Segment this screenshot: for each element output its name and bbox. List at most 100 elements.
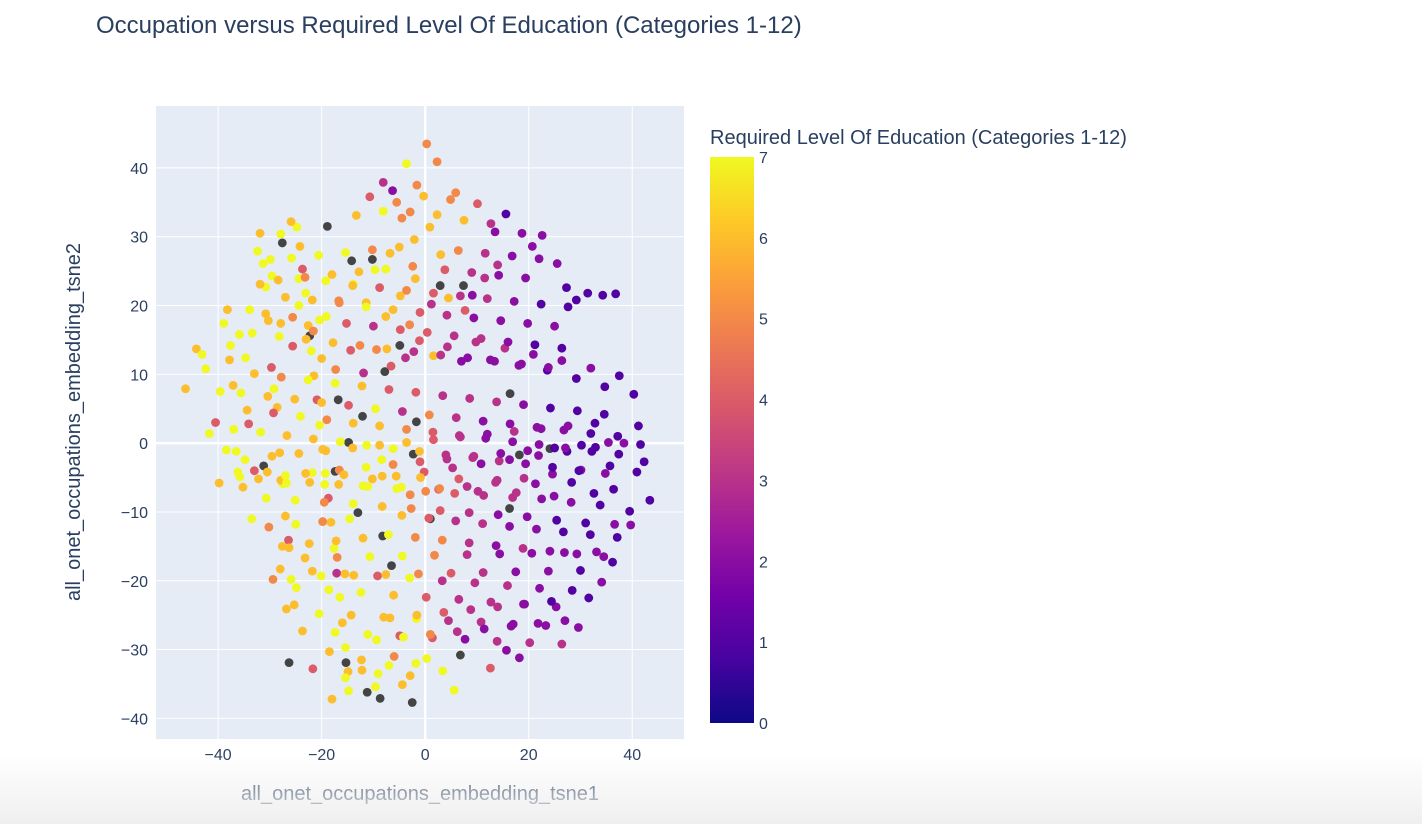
scatter-point (545, 546, 555, 556)
scatter-point (348, 281, 358, 290)
scatter-point (589, 488, 599, 498)
scatter-point (438, 391, 448, 401)
scatter-point (255, 279, 265, 289)
scatter-point (262, 467, 272, 477)
scatter-point (518, 544, 528, 553)
scatter-point (467, 290, 477, 300)
colorbar-tick-label: 0 (759, 716, 768, 733)
scatter-point (435, 281, 445, 290)
scatter-point (287, 253, 297, 263)
scatter-point (535, 583, 544, 593)
scatter-point (375, 421, 385, 431)
scatter-point (574, 623, 583, 632)
scatter-point (284, 535, 293, 545)
scatter-point (229, 424, 239, 434)
scatter-point (619, 438, 629, 448)
scatter-point (197, 349, 207, 359)
scatter-point (372, 635, 381, 645)
scatter-point (505, 419, 515, 429)
scatter-point (284, 543, 294, 553)
scatter-point (506, 621, 516, 631)
scatter-point (424, 513, 434, 523)
scatter-point (269, 408, 278, 418)
scatter-point (511, 488, 521, 498)
scatter-point (291, 519, 301, 529)
scatter-point (373, 571, 382, 581)
scatter-point (322, 415, 332, 425)
scatter-point (247, 514, 257, 524)
scatter-point (533, 619, 543, 628)
scatter-point (590, 418, 600, 428)
scatter-point (402, 285, 411, 295)
scatter-point (377, 502, 387, 511)
scatter-point (361, 462, 371, 472)
scatter-point (340, 569, 350, 579)
scatter-point (550, 443, 559, 453)
scatter-point (476, 459, 486, 469)
scatter-point (394, 242, 404, 252)
x-tick-label: −40 (205, 747, 232, 764)
scatter-point (429, 351, 438, 361)
scatter-point (261, 493, 271, 503)
scatter-point (277, 541, 287, 551)
scatter-point (315, 315, 324, 325)
scatter-point (480, 248, 490, 258)
scatter-point (557, 343, 567, 353)
scatter-point (411, 387, 421, 397)
scatter-point (316, 571, 326, 581)
scatter-point (315, 420, 324, 430)
scatter-point (409, 235, 419, 244)
scatter-point (290, 495, 300, 505)
scatter-point (405, 207, 415, 217)
colorbar-tick-label: 5 (759, 312, 768, 329)
scatter-point (329, 544, 339, 553)
scatter-point (357, 665, 367, 675)
scatter-point (560, 616, 570, 626)
scatter-point (396, 482, 406, 492)
scatter-point (325, 647, 334, 657)
scatter-point (398, 680, 407, 690)
scatter-point (391, 471, 401, 481)
scatter-point (346, 610, 356, 620)
scatter-point (415, 308, 425, 317)
scatter-point (492, 636, 502, 646)
scatter-point (367, 245, 377, 255)
scatter-point (549, 491, 559, 501)
scatter-point (358, 481, 368, 491)
scatter-point (263, 316, 273, 326)
scatter-point (517, 228, 527, 238)
scatter-point (614, 449, 624, 459)
scatter-point (599, 552, 609, 562)
scatter-point (358, 411, 367, 421)
scatter-point (377, 455, 387, 465)
scatter-point (326, 517, 336, 527)
scatter-point (395, 341, 405, 350)
scatter-point (249, 369, 259, 379)
scatter-point (514, 450, 524, 460)
scatter-point (634, 421, 643, 431)
scatter-point (240, 455, 250, 465)
scatter-point (597, 577, 607, 587)
scatter-point (422, 327, 432, 337)
scatter-point (281, 292, 290, 302)
scatter-point (467, 268, 477, 277)
scatter-point (402, 424, 411, 434)
scatter-point (442, 454, 452, 464)
scatter-point (385, 613, 395, 623)
scatter-point (543, 566, 553, 576)
scatter-point (462, 482, 472, 491)
scatter-point (455, 291, 465, 301)
scatter-point (432, 210, 442, 220)
scatter-point (282, 431, 292, 440)
scatter-point (478, 568, 488, 577)
scatter-point (585, 530, 595, 540)
scatter-point (522, 512, 532, 522)
scatter-point (373, 669, 383, 679)
scatter-point (448, 463, 458, 473)
scatter-point (444, 293, 453, 303)
scatter-point (361, 302, 371, 312)
scatter-point (378, 206, 388, 216)
scatter-point (536, 299, 546, 309)
scatter-point (228, 380, 238, 390)
scatter-point (307, 468, 317, 478)
